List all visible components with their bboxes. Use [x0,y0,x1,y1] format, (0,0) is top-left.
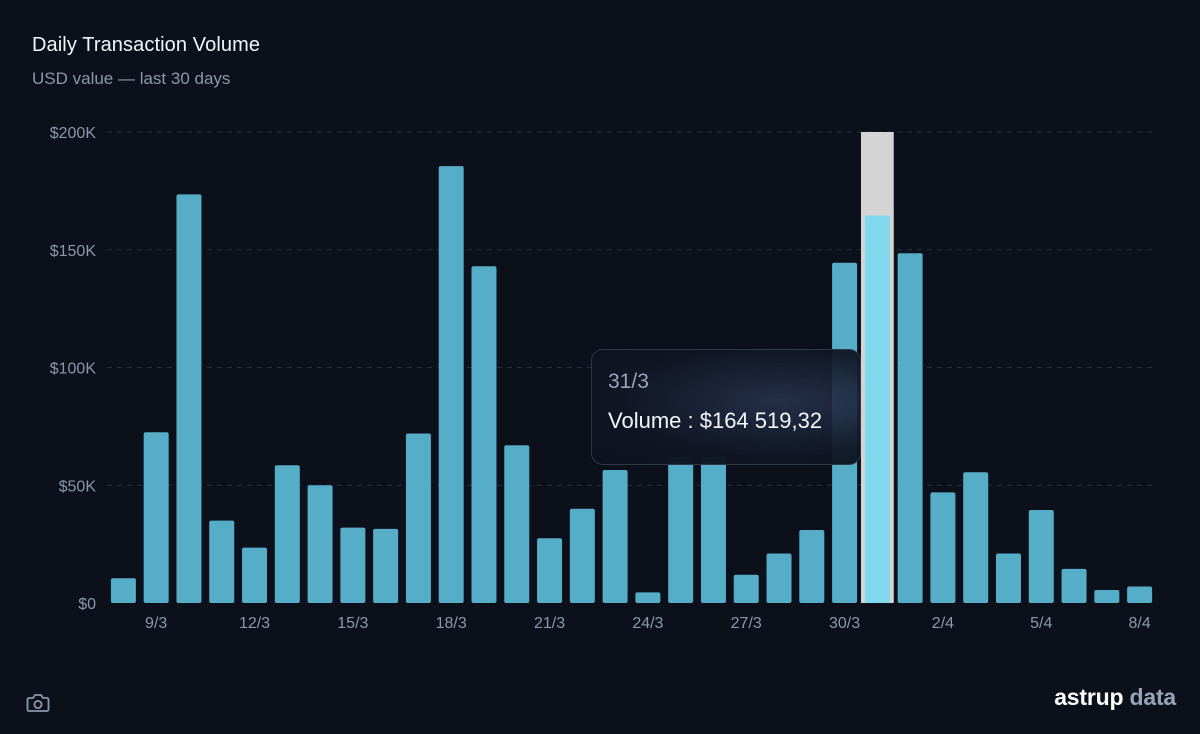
bar-3-4[interactable] [963,472,989,603]
bar-8-3[interactable] [110,578,136,603]
bar-23-3[interactable] [602,469,628,603]
x-tick-label: 24/3 [632,615,663,632]
y-tick-label: $100K [50,361,97,378]
bar-7-4[interactable] [1094,590,1120,603]
bar-8-4[interactable] [1127,586,1153,603]
chart-title: Daily Transaction Volume [32,34,261,56]
bar-27-3[interactable] [733,574,759,603]
bar-9-3[interactable] [143,432,169,603]
bar-28-3[interactable] [766,553,792,603]
tooltip-date: 31/3 [608,370,649,393]
bar-29-3[interactable] [799,529,825,603]
bar-6-4[interactable] [1061,568,1087,603]
x-tick-label: 15/3 [337,615,368,632]
bar-20-3[interactable] [504,445,530,603]
bar-24-3[interactable] [635,592,661,603]
x-tick-label: 12/3 [239,615,270,632]
bar-10-3[interactable] [176,194,202,603]
bar-26-3[interactable] [700,456,726,603]
bar-16-3[interactable] [373,528,399,603]
bar-18-3[interactable] [438,166,464,603]
bar-22-3[interactable] [569,508,595,603]
x-tick-label: 5/4 [1030,615,1052,632]
bar-5-4[interactable] [1028,509,1054,603]
brand-name-part2: data [1129,684,1177,710]
y-tick-label: $50K [59,478,97,495]
bar-12-3[interactable] [242,547,268,603]
bar-4-4[interactable] [995,553,1021,603]
x-tick-label: 2/4 [932,615,954,632]
x-tick-label: 18/3 [436,615,467,632]
y-tick-label: $150K [50,243,97,260]
camera-icon[interactable] [26,692,50,714]
bar-25-3[interactable] [668,456,694,603]
chart-subtitle: USD value — last 30 days [32,69,231,88]
y-tick-label: $200K [50,125,97,142]
bar-15-3[interactable] [340,527,366,603]
x-tick-label: 8/4 [1128,615,1150,632]
bar-21-3[interactable] [537,538,563,603]
x-tick-label: 27/3 [731,615,762,632]
y-tick-label: $0 [78,596,96,613]
bar-13-3[interactable] [274,465,300,603]
bar-31-3[interactable] [864,215,890,603]
x-tick-label: 9/3 [145,615,167,632]
bar-19-3[interactable] [471,266,497,603]
bar-1-4[interactable] [897,253,923,603]
x-tick-label: 30/3 [829,615,860,632]
tooltip-value: Volume : $164 519,32 [608,408,823,433]
x-tick-label: 21/3 [534,615,565,632]
bar-2-4[interactable] [930,492,956,603]
brand-name-part1: astrup [1054,684,1124,710]
bar-17-3[interactable] [405,433,431,603]
bar-14-3[interactable] [307,485,333,603]
brand-logo: astrup data [1054,684,1176,711]
bar-11-3[interactable] [209,520,235,603]
chart-tooltip: 31/3 Volume : $164 519,32 [591,349,861,465]
